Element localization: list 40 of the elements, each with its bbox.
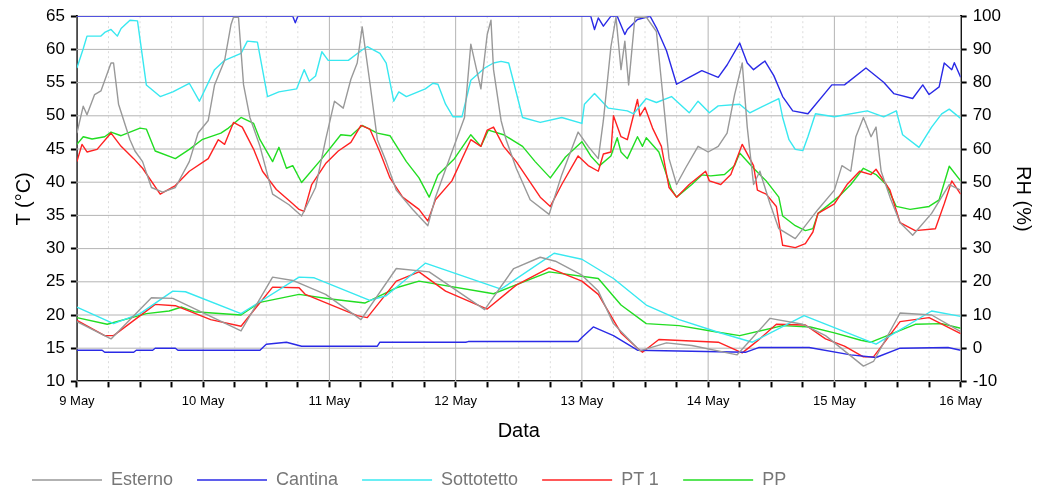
y2-tick-label: 100: [972, 5, 1002, 25]
y2-tick-label: 60: [972, 138, 992, 158]
y-tick-label: 10: [45, 371, 65, 391]
legend-label: Esterno: [111, 468, 174, 489]
y-tick-label: 55: [45, 72, 65, 92]
y-tick-label: 50: [45, 105, 65, 125]
x-tick-label: 11 May: [308, 392, 351, 408]
y2-tick-label: 40: [972, 205, 992, 225]
legend-label: Cantina: [276, 468, 340, 489]
y-tick-label: 60: [45, 39, 65, 59]
legend-label: PP: [762, 468, 787, 489]
y-tick-label: 25: [45, 271, 65, 291]
y2-tick-label: 90: [972, 39, 992, 59]
y2-tick-label: -10: [972, 371, 998, 391]
y2-tick-label: 50: [972, 171, 992, 191]
y-tick-label: 35: [45, 205, 65, 225]
y2-tick-label: 80: [972, 72, 992, 92]
x-tick-label: 15 May: [813, 392, 857, 408]
y2-tick-label: 30: [972, 238, 992, 258]
x-tick-label: 13 May: [560, 392, 604, 408]
y-tick-label: 15: [45, 337, 65, 357]
y2-tick-label: 70: [972, 105, 992, 125]
x-tick-label: 16 May: [939, 392, 983, 408]
y-tick-label: 65: [45, 5, 65, 25]
x-tick-label: 12 May: [434, 392, 478, 408]
x-tick-label: 10 May: [181, 392, 225, 408]
y-tick-label: 45: [45, 138, 65, 158]
y2-axis-title: RH (%): [1013, 166, 1036, 232]
y2-tick-label: 0: [972, 337, 983, 357]
legend-label: PT 1: [621, 468, 659, 489]
y2-tick-label: 10: [972, 304, 992, 324]
x-tick-label: 14 May: [686, 392, 730, 408]
y-tick-label: 20: [45, 304, 65, 324]
y-axis-title: T (°C): [11, 172, 34, 226]
x-tick-label: 9 May: [59, 392, 96, 408]
y-tick-label: 40: [45, 171, 65, 191]
y2-tick-label: 20: [972, 271, 992, 291]
legend-label: Sottotetto: [441, 468, 519, 489]
x-axis-title: Data: [497, 418, 541, 441]
y-tick-label: 30: [45, 238, 65, 258]
